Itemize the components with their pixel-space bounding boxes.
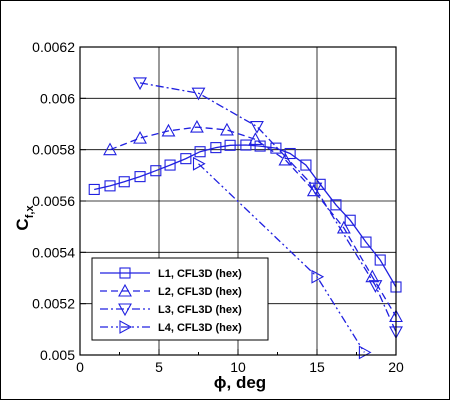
marker-square <box>314 178 326 190</box>
marker-square <box>330 199 342 211</box>
legend-label-4: L4, CFL3D (hex) <box>158 322 242 334</box>
marker-triangle-down <box>133 77 147 91</box>
y-axis-label-main: C <box>13 218 32 230</box>
x-tick-label: 0 <box>76 359 84 375</box>
marker-triangle-right <box>119 320 133 334</box>
marker-square <box>180 153 192 165</box>
marker-triangle-down <box>118 303 132 317</box>
x-tick-label: 15 <box>309 359 325 375</box>
axis-ticks: 0 5 10 15 20 0.005 0.0052 0.0054 0.0056 0.0058 0.0… <box>32 39 404 375</box>
marker-triangle-up <box>189 119 204 133</box>
x-tick-label: 20 <box>388 359 404 375</box>
legend-label-3: L3, CFL3D (hex) <box>158 304 242 316</box>
marker-triangle-up <box>103 142 117 156</box>
x-tick-label: 10 <box>230 359 246 375</box>
marker-square <box>374 254 386 266</box>
marker-square <box>300 159 312 171</box>
x-tick-label: 5 <box>155 359 163 375</box>
series-3 <box>133 77 403 340</box>
y-tick-label: 0.0056 <box>32 193 75 209</box>
marker-triangle-up <box>220 122 234 136</box>
marker-square <box>164 159 176 171</box>
marker-triangle-up <box>248 132 263 145</box>
x-axis-title: ϕ, deg <box>214 373 266 392</box>
series-layer <box>88 77 403 360</box>
marker-square <box>240 139 252 151</box>
marker-triangle-right <box>311 269 325 284</box>
y-tick-label: 0.0062 <box>32 39 75 55</box>
legend: L1, CFL3D (hex) L2, CFL3D (hex) L3, CFL3D … <box>91 257 269 341</box>
marker-square <box>224 139 236 151</box>
marker-triangle-down <box>368 280 383 293</box>
marker-square <box>88 183 100 195</box>
marker-square <box>118 176 130 188</box>
series-line-4 <box>198 163 365 353</box>
marker-triangle-down <box>308 182 323 196</box>
legend-label-1: L1, CFL3D (hex) <box>158 268 242 280</box>
y-axis-title: Cf,x <box>13 205 36 231</box>
x-axis-label: ϕ, deg <box>214 373 266 392</box>
marker-square <box>119 267 131 279</box>
y-tick-label: 0.0054 <box>32 244 75 260</box>
marker-square <box>104 180 116 192</box>
legend-box <box>91 257 269 341</box>
marker-square <box>134 171 146 183</box>
y-tick-label: 0.006 <box>40 90 75 106</box>
y-tick-label: 0.0052 <box>32 296 75 312</box>
y-axis-label-sub: f,x <box>24 205 36 219</box>
marker-triangle-down <box>250 121 264 134</box>
series-line-3 <box>139 82 397 333</box>
legend-label-2: L2, CFL3D (hex) <box>158 286 242 298</box>
marker-square <box>150 165 162 177</box>
marker-triangle-down <box>191 87 206 101</box>
marker-square <box>194 146 206 158</box>
marker-triangle-up <box>161 123 176 137</box>
marker-square <box>344 214 356 226</box>
marker-triangle-right <box>192 156 206 171</box>
marker-square <box>210 142 222 154</box>
marker-triangle-up <box>133 130 147 144</box>
y-tick-label: 0.0058 <box>32 142 75 158</box>
marker-square <box>360 236 372 248</box>
marker-triangle-up <box>336 220 351 234</box>
marker-triangle-up <box>118 283 132 297</box>
marker-square <box>270 142 282 154</box>
y-tick-label: 0.005 <box>40 347 75 363</box>
svg-text:Cf,x: Cf,x <box>13 205 36 231</box>
